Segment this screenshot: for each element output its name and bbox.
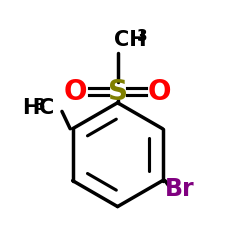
- Text: 3: 3: [35, 98, 46, 113]
- Text: CH: CH: [114, 30, 146, 50]
- Text: H: H: [22, 98, 40, 118]
- Text: C: C: [39, 98, 54, 118]
- Text: Br: Br: [164, 177, 194, 201]
- Text: O: O: [148, 78, 171, 106]
- Text: O: O: [64, 78, 87, 106]
- Text: 3: 3: [137, 29, 147, 44]
- Text: S: S: [108, 78, 128, 106]
